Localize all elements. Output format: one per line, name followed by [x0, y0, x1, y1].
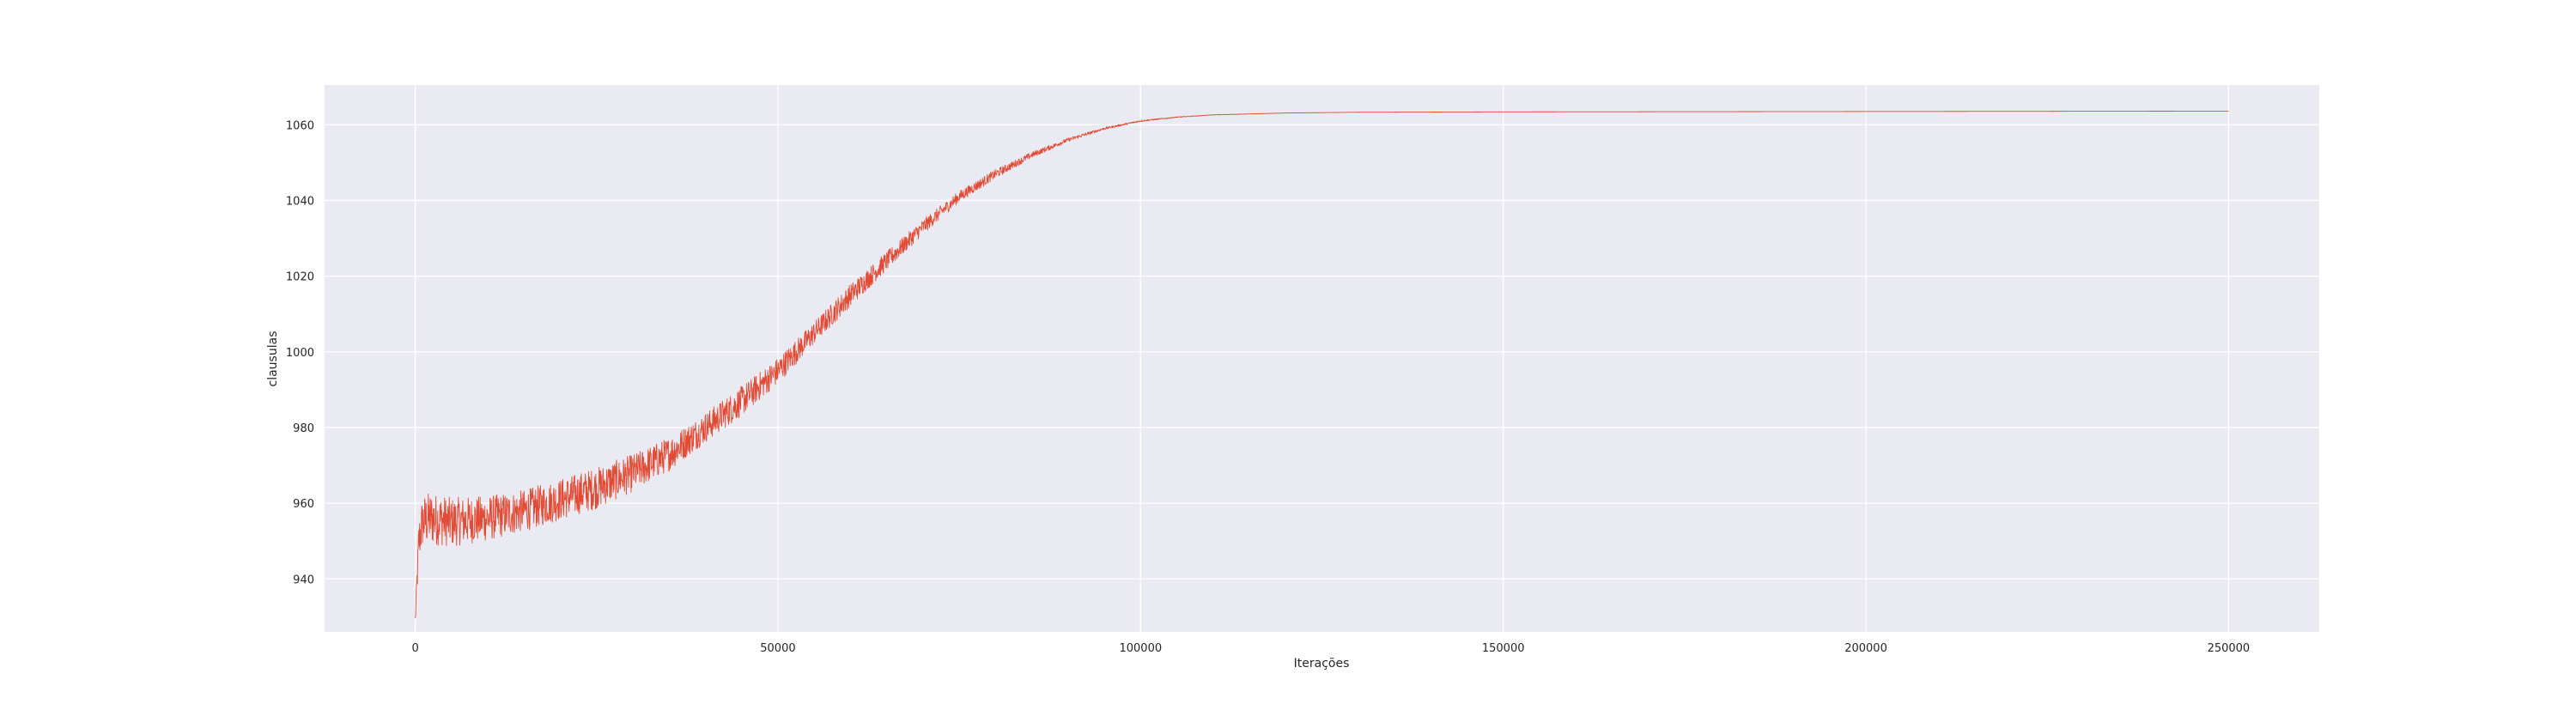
x-tick-label: 200000 [1844, 642, 1887, 655]
series-line [415, 110, 2229, 619]
y-tick-label: 940 [293, 573, 314, 586]
x-tick-label: 50000 [760, 642, 795, 655]
y-tick-label: 1060 [286, 119, 314, 132]
y-tick-label: 1000 [286, 347, 314, 360]
y-tick-label: 980 [293, 422, 314, 435]
x-tick-label: 100000 [1119, 642, 1162, 655]
y-tick-labels: 940 960 980 1000 1020 1040 1060 [286, 119, 314, 586]
y-tick-label: 960 [293, 498, 314, 511]
x-tick-label: 0 [411, 642, 418, 655]
x-tick-label: 150000 [1482, 642, 1525, 655]
y-tick-label: 1020 [286, 271, 314, 284]
x-tick-label: 250000 [2208, 642, 2251, 655]
y-axis-label: clausulas [266, 331, 280, 387]
y-tick-label: 1040 [286, 195, 314, 208]
series-layer [415, 110, 2229, 619]
x-tick-labels: 0 50000 100000 150000 200000 250000 [411, 642, 2250, 655]
grid-lines [325, 85, 2319, 632]
x-axis-label: Iterações [1294, 657, 1350, 671]
plot-background [325, 85, 2319, 632]
